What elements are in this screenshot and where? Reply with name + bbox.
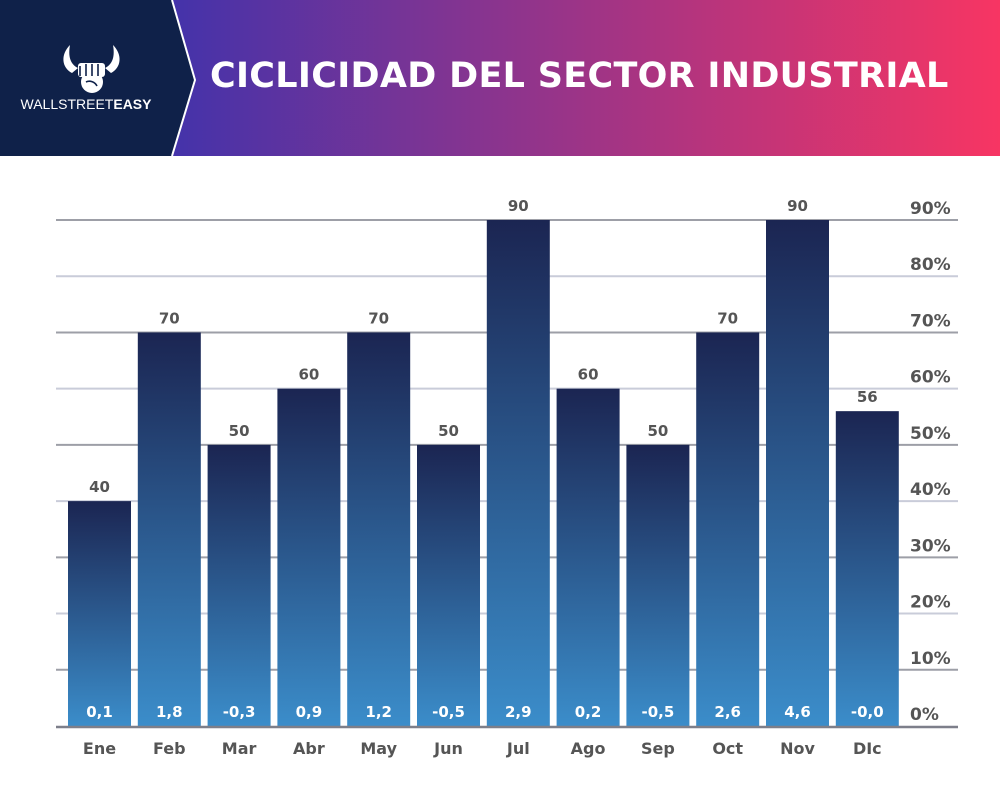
x-tick-label: Ene	[83, 739, 116, 758]
bar-value-label: 56	[857, 388, 878, 406]
bar-group: 600,9	[277, 366, 341, 726]
bar-group: 56 -0,0	[835, 388, 899, 726]
bar-value-label: 60	[298, 366, 319, 384]
bar	[207, 444, 271, 726]
x-axis-labels: Ene Feb Mar Abr May Jun Jul Ago Sep Oct Nov DIc	[83, 739, 882, 758]
y-tick-label: 50%	[910, 424, 951, 444]
chevron-divider	[171, 0, 197, 156]
bar-group: 50 -0,5	[626, 422, 690, 726]
y-axis-ticks: 0% 10% 20% 30% 40% 50% 60% 70% 80% 90%	[910, 199, 951, 725]
bar-group: 904,6	[766, 197, 829, 726]
bar-inner-label: 0,2	[575, 703, 602, 721]
bar-inner-label: 0,1	[86, 703, 113, 721]
bar-value-label: 50	[647, 422, 668, 440]
page-title: CICLICIDAD DEL SECTOR INDUSTRIAL	[210, 56, 949, 96]
bars: 400,1701,850-0,3600,9701,250-0,5902,9600…	[68, 197, 899, 726]
bar-inner-label: -0,0	[851, 703, 884, 721]
bar-value-label: 50	[438, 422, 459, 440]
brand-light: WALLSTREET	[20, 96, 114, 112]
bar-inner-label: 1,2	[365, 703, 392, 721]
x-tick-label: May	[360, 739, 397, 758]
x-tick-label: Sep	[641, 739, 675, 758]
bar-inner-label: 4,6	[784, 703, 811, 721]
y-tick-label: 80%	[910, 255, 951, 275]
bar-value-label: 70	[368, 309, 389, 327]
brand-bold: EASY	[113, 96, 152, 112]
bar	[626, 444, 690, 726]
x-tick-label: Nov	[780, 739, 815, 758]
bar-inner-label: 2,9	[505, 703, 532, 721]
bar-inner-label: 1,8	[156, 703, 183, 721]
y-tick-label: 0%	[910, 705, 939, 725]
y-tick-label: 40%	[910, 480, 951, 500]
bar	[766, 220, 829, 726]
x-tick-label: Mar	[222, 739, 257, 758]
bar-group: 902,9	[486, 197, 550, 726]
bar-group: 50 -0,5	[417, 422, 480, 726]
bar-inner-label: -0,3	[223, 703, 256, 721]
bar-inner-label: -0,5	[432, 703, 465, 721]
title-gradient-band	[172, 0, 1000, 156]
bar-value-label: 90	[787, 197, 808, 215]
bar-group: 600,2	[556, 366, 620, 726]
x-tick-label: Oct	[712, 739, 743, 758]
bar-value-label: 70	[717, 309, 738, 327]
y-tick-label: 70%	[910, 311, 951, 331]
bar-group: 702,6	[696, 309, 760, 726]
x-tick-label: DIc	[853, 739, 882, 758]
brand-logo-text: WALLSTREETEASY	[0, 96, 172, 112]
bar-group: 50 -0,3	[207, 422, 271, 726]
bar-value-label: 50	[229, 422, 250, 440]
y-tick-label: 10%	[910, 649, 951, 669]
bar-value-label: 40	[89, 478, 110, 496]
bar	[835, 411, 899, 726]
y-tick-label: 20%	[910, 593, 951, 613]
header-banner: WALLSTREETEASY CICLICIDAD DEL SECTOR IND…	[0, 0, 1000, 156]
bar-value-label: 70	[159, 309, 180, 327]
x-tick-label: Abr	[293, 739, 325, 758]
bar	[556, 388, 620, 726]
bar-group: 400,1	[68, 478, 131, 726]
bar	[347, 332, 411, 726]
bar-inner-label: -0,5	[641, 703, 674, 721]
bar-group: 701,2	[347, 309, 411, 726]
bar-value-label: 90	[508, 197, 529, 215]
x-tick-label: Feb	[153, 739, 186, 758]
x-tick-label: Jun	[433, 739, 463, 758]
bar	[486, 220, 550, 726]
header-background	[0, 0, 1000, 156]
bar-inner-label: 0,9	[296, 703, 323, 721]
bar-value-label: 60	[578, 366, 599, 384]
bar	[277, 388, 341, 726]
x-tick-label: Ago	[571, 739, 606, 758]
bull-horns-fist-icon	[63, 45, 120, 93]
x-tick-label: Jul	[506, 739, 530, 758]
bar	[696, 332, 760, 726]
bar-inner-label: 2,6	[714, 703, 741, 721]
y-tick-label: 60%	[910, 368, 951, 388]
bar-group: 701,8	[137, 309, 201, 726]
bar-chart: 0%10%20%30%40%50%60%70%80%90% 400,1701,8…	[56, 197, 958, 758]
y-tick-label: 30%	[910, 536, 951, 556]
bar	[417, 444, 480, 726]
bar	[137, 332, 201, 726]
y-tick-label: 90%	[910, 199, 951, 219]
bar	[68, 501, 131, 726]
